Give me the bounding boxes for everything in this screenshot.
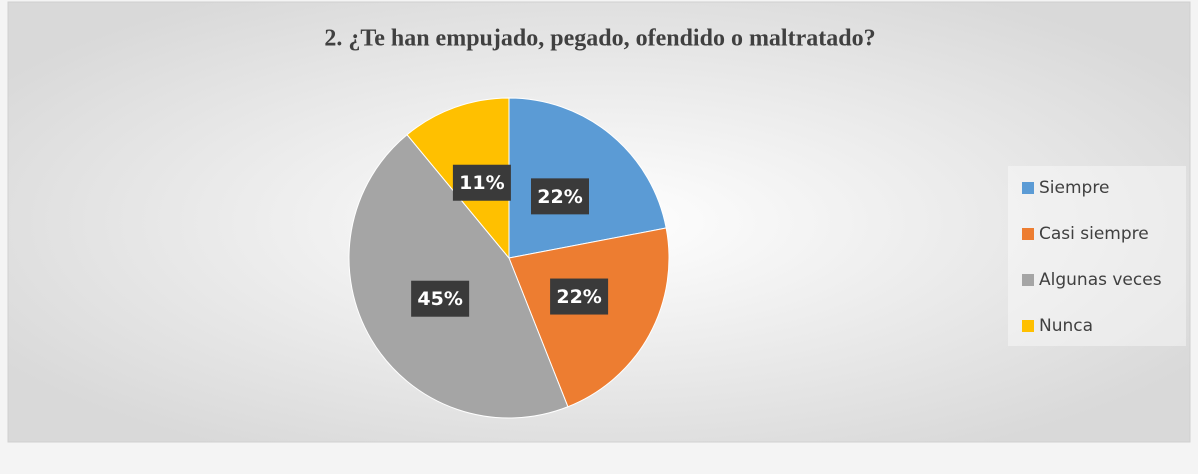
legend-label: Nunca [1039, 316, 1093, 336]
data-label: 22% [537, 186, 582, 208]
data-label-box [452, 164, 511, 201]
pie-slice [508, 227, 670, 408]
legend-label: Siempre [1039, 178, 1109, 198]
data-label-box [550, 278, 609, 315]
chart-title: 2. ¿Te han empujado, pegado, ofendido o … [324, 26, 875, 52]
legend-label: Algunas veces [1039, 270, 1162, 290]
data-label: 22% [556, 286, 601, 308]
legend-swatch [1022, 228, 1034, 240]
legend-box [1008, 166, 1186, 346]
data-label-box [530, 178, 589, 215]
legend-swatch [1022, 182, 1034, 194]
data-label: 45% [417, 288, 462, 310]
pie-slice [348, 134, 569, 419]
legend-label: Casi siempre [1039, 224, 1149, 244]
data-label-box [411, 280, 470, 317]
legend-swatch [1022, 274, 1034, 286]
legend-swatch [1022, 320, 1034, 332]
data-label: 11% [459, 172, 504, 194]
pie-slice [508, 97, 667, 259]
